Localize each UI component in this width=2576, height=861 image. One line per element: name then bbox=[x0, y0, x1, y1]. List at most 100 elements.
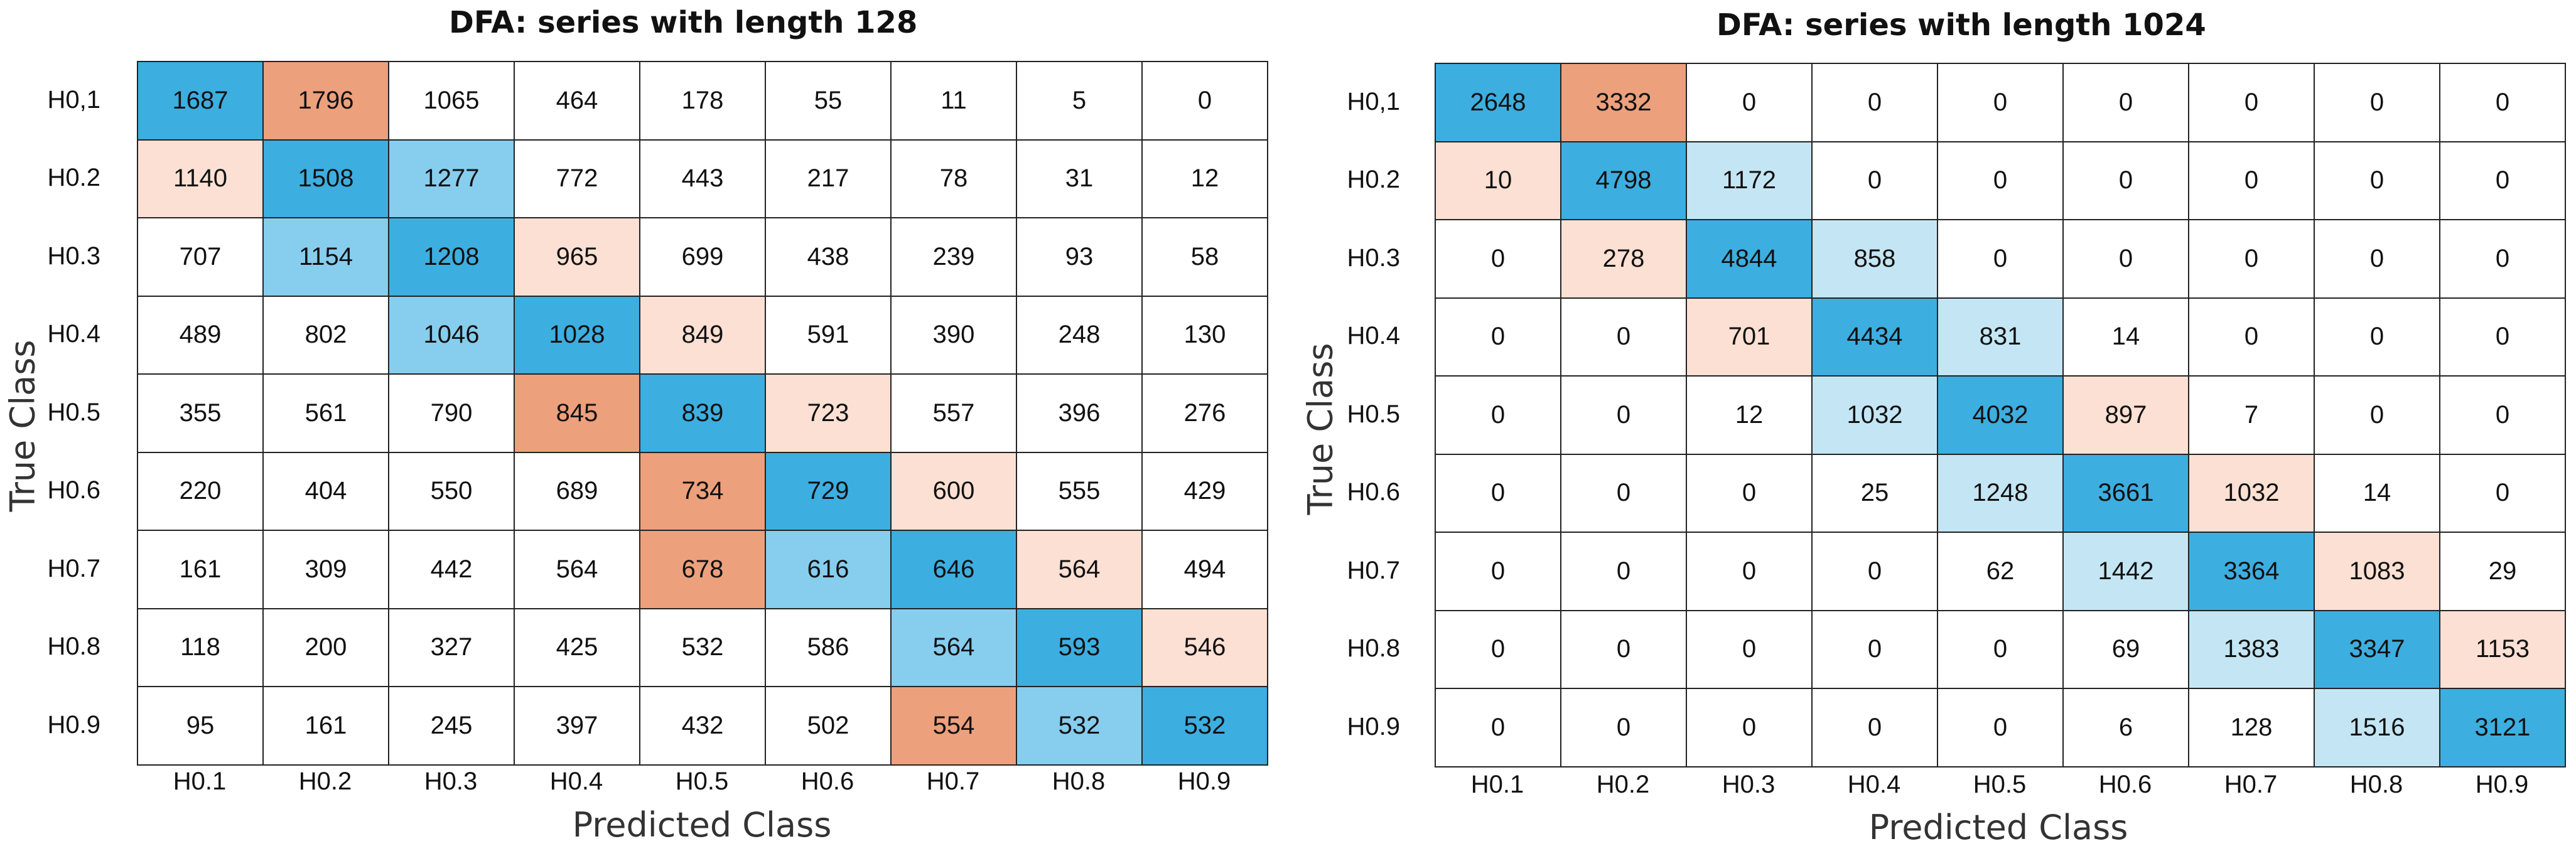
heatmap-cell: 0 bbox=[1560, 532, 1687, 611]
heatmap-cell: 0 bbox=[1560, 297, 1687, 377]
heatmap-cell: 161 bbox=[137, 530, 264, 609]
heatmap-cell: 161 bbox=[262, 686, 389, 766]
heatmap-cell: 309 bbox=[262, 530, 389, 609]
heatmap-cell: 0 bbox=[1435, 688, 1561, 767]
heatmap-cell: 554 bbox=[890, 686, 1017, 766]
y-tick-label: H0.6 bbox=[1347, 478, 1401, 506]
heatmap-cell: 0 bbox=[1811, 532, 1938, 611]
heatmap-cell: 220 bbox=[137, 451, 264, 531]
heatmap-cell: 29 bbox=[2439, 532, 2566, 611]
heatmap-cell: 0 bbox=[1811, 609, 1938, 689]
heatmap-cell: 442 bbox=[388, 530, 515, 609]
x-tick-label: H0.4 bbox=[549, 767, 603, 795]
y-tick-label: H0.4 bbox=[47, 320, 101, 348]
heatmap-cell: 278 bbox=[1560, 219, 1687, 299]
heatmap-cell: 0 bbox=[1435, 375, 1561, 455]
heatmap-cell: 0 bbox=[2062, 141, 2189, 220]
heatmap-cell: 723 bbox=[765, 373, 892, 453]
heatmap-cell: 130 bbox=[1141, 295, 1268, 375]
x-tick-label: H0.8 bbox=[2349, 770, 2403, 798]
heatmap-cell: 95 bbox=[137, 686, 264, 766]
x-tick-label: H0.3 bbox=[1722, 770, 1776, 798]
heatmap-cell: 93 bbox=[1016, 217, 1143, 297]
heatmap-cell: 0 bbox=[2439, 141, 2566, 220]
heatmap-cell: 707 bbox=[137, 217, 264, 297]
heatmap-cell: 0 bbox=[2439, 63, 2566, 142]
y-tick-label: H0.6 bbox=[47, 476, 101, 505]
x-tick-label: H0.4 bbox=[1847, 770, 1901, 798]
heatmap-cell: 0 bbox=[2314, 63, 2440, 142]
heatmap-cell: 532 bbox=[1141, 686, 1268, 766]
y-tick-label: H0.5 bbox=[1347, 400, 1401, 428]
heatmap-cell: 1172 bbox=[1686, 141, 1813, 220]
heatmap-cell: 831 bbox=[1937, 297, 2064, 377]
heatmap-cell: 678 bbox=[639, 530, 766, 609]
heatmap-cell: 0 bbox=[1811, 141, 1938, 220]
heatmap-cell: 1796 bbox=[262, 61, 389, 141]
heatmap-cell: 404 bbox=[262, 451, 389, 531]
heatmap-cell: 0 bbox=[1560, 609, 1687, 689]
y-tick-label: H0.4 bbox=[1347, 322, 1401, 350]
heatmap-cell: 1383 bbox=[2188, 609, 2315, 689]
x-tick-label: H0.6 bbox=[2098, 770, 2152, 798]
heatmap-cell: 55 bbox=[765, 61, 892, 141]
heatmap-cell: 1687 bbox=[137, 61, 264, 141]
x-tick-label: H0.7 bbox=[2224, 770, 2278, 798]
heatmap-cell: 5 bbox=[1016, 61, 1143, 141]
heatmap-cell: 699 bbox=[639, 217, 766, 297]
heatmap-cell: 11 bbox=[890, 61, 1017, 141]
heatmap-cell: 0 bbox=[1937, 609, 2064, 689]
heatmap-cell: 0 bbox=[1686, 609, 1813, 689]
heatmap-cell: 2648 bbox=[1435, 63, 1561, 142]
heatmap-cell: 1277 bbox=[388, 139, 515, 218]
heatmap-cell: 0 bbox=[2439, 219, 2566, 299]
y-tick-label: H0,1 bbox=[47, 85, 101, 114]
heatmap-cell: 0 bbox=[1435, 453, 1561, 533]
heatmap-cell: 0 bbox=[2439, 453, 2566, 533]
heatmap-cell: 25 bbox=[1811, 453, 1938, 533]
heatmap-cell: 425 bbox=[514, 607, 640, 687]
heatmap-cell: 772 bbox=[514, 139, 640, 218]
heatmap-cell: 0 bbox=[1560, 688, 1687, 767]
heatmap-cell: 6 bbox=[2062, 688, 2189, 767]
heatmap-cell: 397 bbox=[514, 686, 640, 766]
heatmap-cell: 555 bbox=[1016, 451, 1143, 531]
heatmap-cell: 0 bbox=[2188, 141, 2315, 220]
x-tick-label: H0.5 bbox=[1973, 770, 2027, 798]
y-tick-label: H0,1 bbox=[1347, 87, 1401, 115]
heatmap-cell: 1248 bbox=[1937, 453, 2064, 533]
heatmap-cell: 0 bbox=[2439, 375, 2566, 455]
heatmap-cell: 591 bbox=[765, 295, 892, 375]
heatmap-cell: 1442 bbox=[2062, 532, 2189, 611]
x-axis-label: Predicted Class bbox=[572, 805, 832, 845]
heatmap-cell: 1046 bbox=[388, 295, 515, 375]
heatmap-cell: 1516 bbox=[2314, 688, 2440, 767]
heatmap-cell: 802 bbox=[262, 295, 389, 375]
heatmap-cell: 245 bbox=[388, 686, 515, 766]
heatmap-cell: 443 bbox=[639, 139, 766, 218]
heatmap-cell: 1508 bbox=[262, 139, 389, 218]
y-tick-label: H0.7 bbox=[47, 554, 101, 582]
heatmap-cell: 276 bbox=[1141, 373, 1268, 453]
heatmap-cell: 734 bbox=[639, 451, 766, 531]
x-tick-label: H0.5 bbox=[675, 767, 729, 795]
y-tick-label: H0.8 bbox=[1347, 634, 1401, 663]
heatmap-cell: 532 bbox=[639, 607, 766, 687]
heatmap-cell: 0 bbox=[1686, 63, 1813, 142]
x-tick-label: H0.1 bbox=[1470, 770, 1524, 798]
heatmap-cell: 12 bbox=[1141, 139, 1268, 218]
heatmap-cell: 78 bbox=[890, 139, 1017, 218]
heatmap-cell: 0 bbox=[2439, 297, 2566, 377]
heatmap-cell: 464 bbox=[514, 61, 640, 141]
heatmap-cell: 0 bbox=[1560, 453, 1687, 533]
heatmap-cell: 4798 bbox=[1560, 141, 1687, 220]
heatmap-cell: 593 bbox=[1016, 607, 1143, 687]
x-tick-label: H0.3 bbox=[424, 767, 478, 795]
heatmap-cell: 3364 bbox=[2188, 532, 2315, 611]
heatmap-cell: 0 bbox=[1937, 688, 2064, 767]
heatmap-cell: 0 bbox=[1937, 141, 2064, 220]
heatmap-cell: 839 bbox=[639, 373, 766, 453]
heatmap-cell: 1065 bbox=[388, 61, 515, 141]
heatmap-cell: 0 bbox=[2062, 63, 2189, 142]
heatmap-cell: 178 bbox=[639, 61, 766, 141]
